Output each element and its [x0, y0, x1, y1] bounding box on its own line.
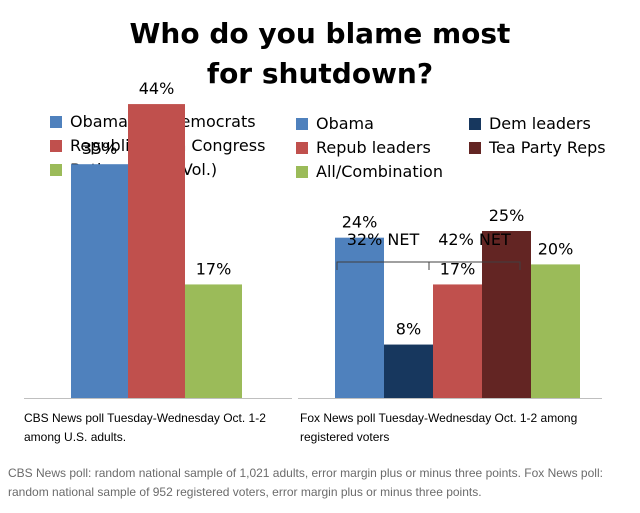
- cbs-data-label: 44%: [139, 79, 175, 98]
- legend-label: Tea Party Reps: [488, 138, 606, 157]
- fox-data-label: 24%: [342, 213, 378, 232]
- fox-data-label: 25%: [489, 206, 525, 225]
- legend-swatch: [468, 142, 481, 154]
- cbs-data-label: 35%: [82, 139, 118, 158]
- fox-data-label: 17%: [440, 259, 476, 278]
- legend-swatch: [296, 142, 308, 154]
- net-bracket: [336, 261, 521, 270]
- legend-swatch: [50, 140, 62, 152]
- cbs-bar: [71, 164, 128, 398]
- legend-swatch: [50, 116, 62, 128]
- net-annotation: 32% NET: [347, 230, 420, 249]
- fox-bar: [335, 237, 384, 398]
- fox-bar: [531, 264, 580, 398]
- legend-swatch: [296, 118, 308, 130]
- cbs-bar: [185, 284, 242, 398]
- legend-item: Obama: [296, 112, 443, 136]
- fox-bar: [433, 284, 482, 398]
- legend-swatch: [468, 118, 481, 130]
- legend-item: All/Combination: [296, 160, 443, 184]
- legend-label: Repub leaders: [316, 138, 431, 157]
- fox-data-label: 20%: [538, 239, 574, 258]
- cbs-bar: [128, 104, 185, 398]
- fox-source-caption: Fox News poll Tuesday-Wednesday Oct. 1-2…: [300, 411, 578, 444]
- fox-legend: Obama Dem leaders Repub leaders Tea Party R…: [296, 112, 606, 184]
- legend-swatch: [50, 164, 62, 176]
- footnote: CBS News poll: random national sample of…: [8, 466, 603, 499]
- cbs-source-caption: CBS News poll Tuesday-Wednesday Oct. 1-2…: [24, 411, 266, 444]
- legend-item: Repub leaders: [296, 136, 443, 160]
- legend-item: Tea Party Reps: [468, 136, 606, 160]
- legend-label: Obama: [316, 114, 374, 133]
- cbs-data-label: 17%: [196, 259, 232, 278]
- fox-bar: [384, 344, 433, 398]
- legend-item: Dem leaders: [468, 112, 606, 136]
- chart-title: Who do you blame most for shutdown?: [129, 17, 511, 90]
- legend-label: All/Combination: [316, 162, 443, 181]
- bar-charts: 35% 44% 17% 24% 8% 17% 25% 20% 32% NET 42% NET: [24, 79, 602, 399]
- fox-bar: [482, 231, 531, 398]
- fox-data-label: 8%: [396, 320, 421, 339]
- legend-label: Dem leaders: [488, 114, 591, 133]
- net-annotation: 42% NET: [438, 230, 511, 249]
- legend-swatch: [296, 166, 308, 178]
